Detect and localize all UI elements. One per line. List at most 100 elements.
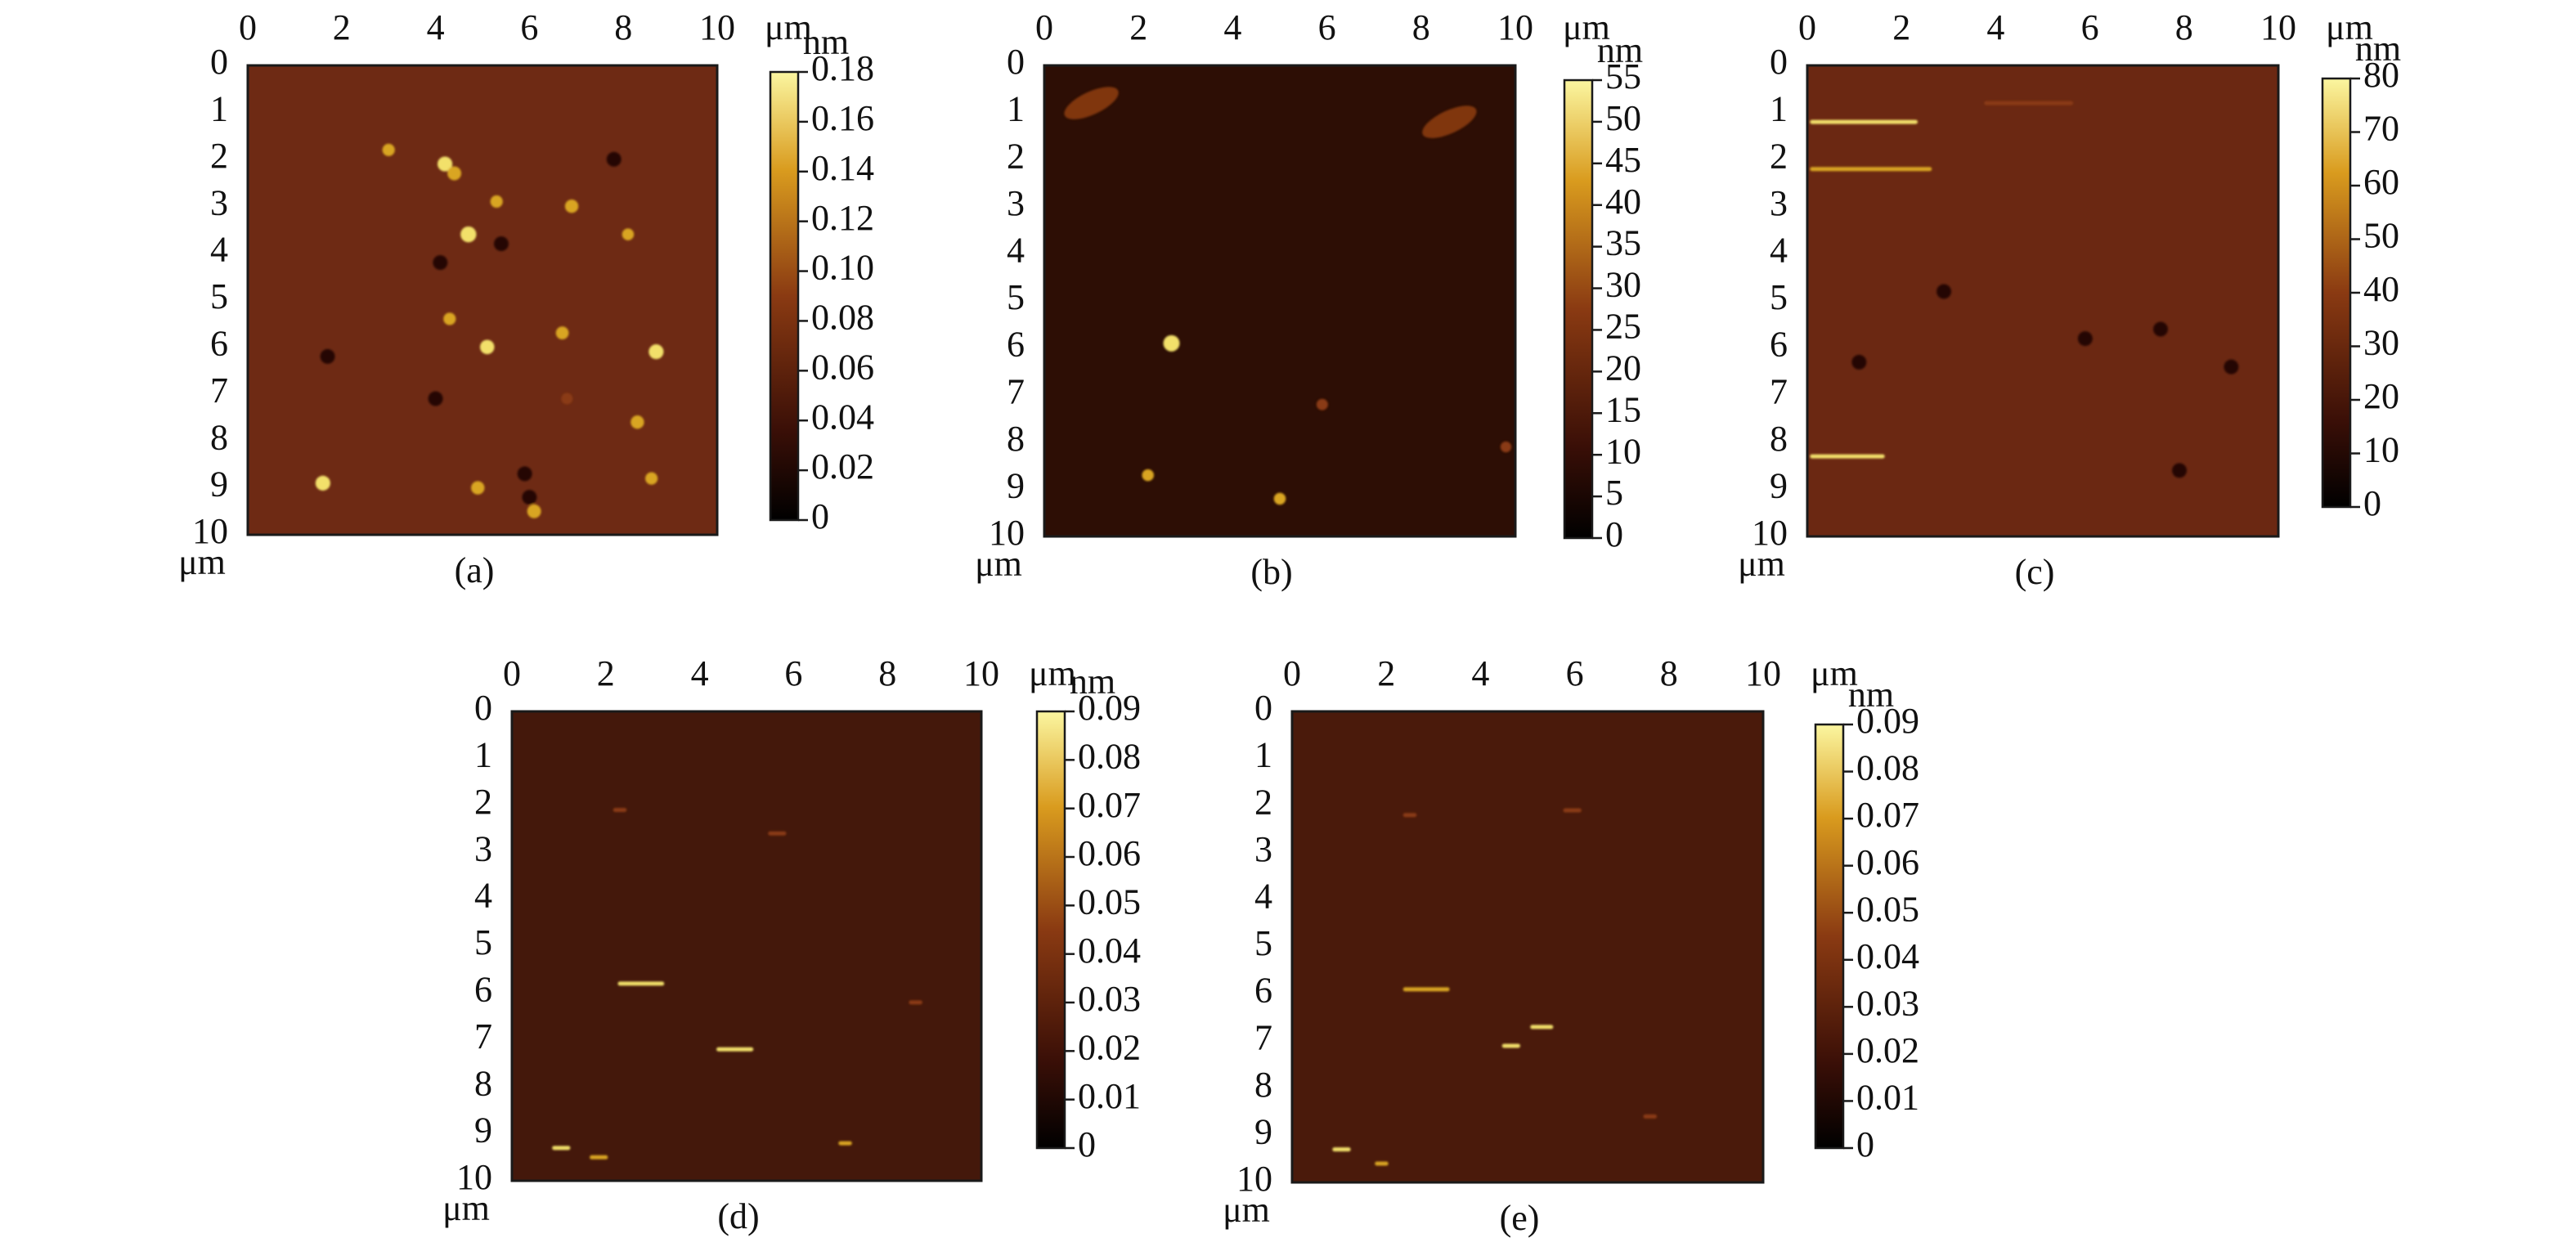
y-tick-label: 3 <box>1770 183 1788 223</box>
surface-particle <box>382 143 395 156</box>
x-tick-label: 8 <box>1412 7 1430 47</box>
colorbar-tick-label: 0.06 <box>811 347 874 387</box>
surface-particle <box>1500 441 1512 453</box>
surface-pit <box>1936 284 1952 299</box>
y-tick-label: 10 <box>1236 1159 1272 1199</box>
y-tick-label: 2 <box>474 782 492 822</box>
surface-pit <box>2077 331 2093 347</box>
y-tick-label: 3 <box>1007 183 1025 223</box>
y-tick-label: 8 <box>210 417 228 457</box>
surface-pit <box>1851 354 1867 370</box>
y-tick-label: 4 <box>1254 876 1272 916</box>
surface-particle <box>631 415 644 429</box>
x-tick-label: 6 <box>1318 7 1336 47</box>
y-tick-label: 0 <box>1770 42 1788 82</box>
colorbar-tick-label: 0.14 <box>811 148 874 188</box>
colorbar-unit: nm <box>2355 29 2401 69</box>
y-tick-label: 1 <box>1007 89 1025 129</box>
y-tick-label: 5 <box>210 276 228 316</box>
colorbar-tick-label: 60 <box>2363 162 2399 202</box>
surface-particle <box>490 195 503 209</box>
x-tick-label: 10 <box>1497 7 1533 47</box>
surface-particle <box>1273 492 1286 505</box>
y-axis-unit: μm <box>442 1188 490 1228</box>
y-tick-label: 1 <box>474 734 492 774</box>
y-tick-label: 3 <box>210 182 228 222</box>
colorbar-tick-label: 0.03 <box>1856 983 1919 1023</box>
surface-pit <box>2153 321 2168 337</box>
height-map <box>248 65 717 535</box>
y-tick-label: 0 <box>1254 688 1272 728</box>
colorbar-tick-label: 0.05 <box>1856 889 1919 929</box>
colorbar-tick-label: 15 <box>1605 389 1641 429</box>
surface-particle <box>447 166 462 181</box>
x-tick-label: 4 <box>691 653 709 693</box>
colorbar-tick-label: 10 <box>2363 430 2399 470</box>
colorbar-tick-label: 0.04 <box>1856 936 1919 976</box>
x-tick-label: 6 <box>1566 653 1584 693</box>
surface-particle <box>622 228 635 240</box>
surface-features <box>1810 101 2239 478</box>
panel-caption: (b) <box>1250 552 1292 592</box>
colorbar-tick-label: 0.18 <box>811 48 874 88</box>
surface-pit <box>606 151 622 167</box>
map-frame <box>1043 64 1517 538</box>
colorbar-tick-label: 0 <box>1856 1124 1874 1164</box>
colorbar-tick-label: 0 <box>1605 514 1623 554</box>
surface-particle <box>564 200 579 213</box>
y-tick-label: 6 <box>210 323 228 363</box>
x-axis-unit: μm <box>1029 653 1076 693</box>
map-frame <box>510 710 983 1182</box>
colorbar-tick-label: 0.02 <box>1078 1027 1141 1067</box>
panel-caption: (c) <box>2015 552 2055 592</box>
y-axis-unit: μm <box>1738 544 1785 584</box>
y-tick-label: 7 <box>1770 371 1788 411</box>
surface-particle <box>648 344 664 360</box>
colorbar-tick-label: 0 <box>811 496 829 536</box>
height-map <box>1044 65 1515 536</box>
colorbar-unit: nm <box>1597 30 1643 70</box>
map-frame <box>246 64 719 536</box>
colorbar-tick-label: 0.07 <box>1078 785 1141 825</box>
colorbar-tick-label: 0.01 <box>1078 1076 1141 1116</box>
x-tick-label: 4 <box>1986 7 2004 47</box>
y-tick-label: 1 <box>210 88 228 128</box>
x-axis-unit: μm <box>2326 7 2373 47</box>
y-tick-label: 9 <box>1770 465 1788 505</box>
y-tick-label: 5 <box>1007 277 1025 317</box>
map-frame <box>1806 64 2280 538</box>
y-tick-label: 2 <box>1254 782 1272 822</box>
surface-pit <box>320 348 335 364</box>
surface-ridge <box>1422 105 1477 138</box>
y-tick-label: 0 <box>474 688 492 728</box>
surface-features <box>315 143 664 518</box>
map-frame <box>1290 710 1765 1184</box>
colorbar-tick-label: 0.08 <box>1856 748 1919 788</box>
surface-particle <box>479 339 495 355</box>
surface-particle <box>1316 398 1328 410</box>
panel-caption: (a) <box>455 550 495 590</box>
y-axis-unit: μm <box>1223 1190 1270 1230</box>
colorbar <box>1814 723 1845 1150</box>
colorbar-unit: nm <box>1848 675 1894 715</box>
x-tick-label: 8 <box>614 7 632 47</box>
surface-features <box>1332 808 1658 1166</box>
y-tick-label: 4 <box>474 876 492 916</box>
x-tick-label: 6 <box>520 7 538 47</box>
x-axis-unit: μm <box>1811 653 1858 693</box>
y-tick-label: 3 <box>1254 829 1272 869</box>
y-tick-label: 4 <box>1007 230 1025 270</box>
height-map <box>1807 65 2278 536</box>
colorbar-tick-label: 0 <box>1078 1124 1096 1164</box>
surface-particle <box>315 475 330 491</box>
surface-particle <box>561 392 573 405</box>
colorbar-tick-label: 0.10 <box>811 248 874 288</box>
x-tick-label: 2 <box>1129 7 1147 47</box>
x-tick-label: 2 <box>1377 653 1395 693</box>
surface-particle <box>471 481 485 495</box>
panel-caption: (d) <box>717 1196 759 1236</box>
surface-particle <box>443 312 456 325</box>
